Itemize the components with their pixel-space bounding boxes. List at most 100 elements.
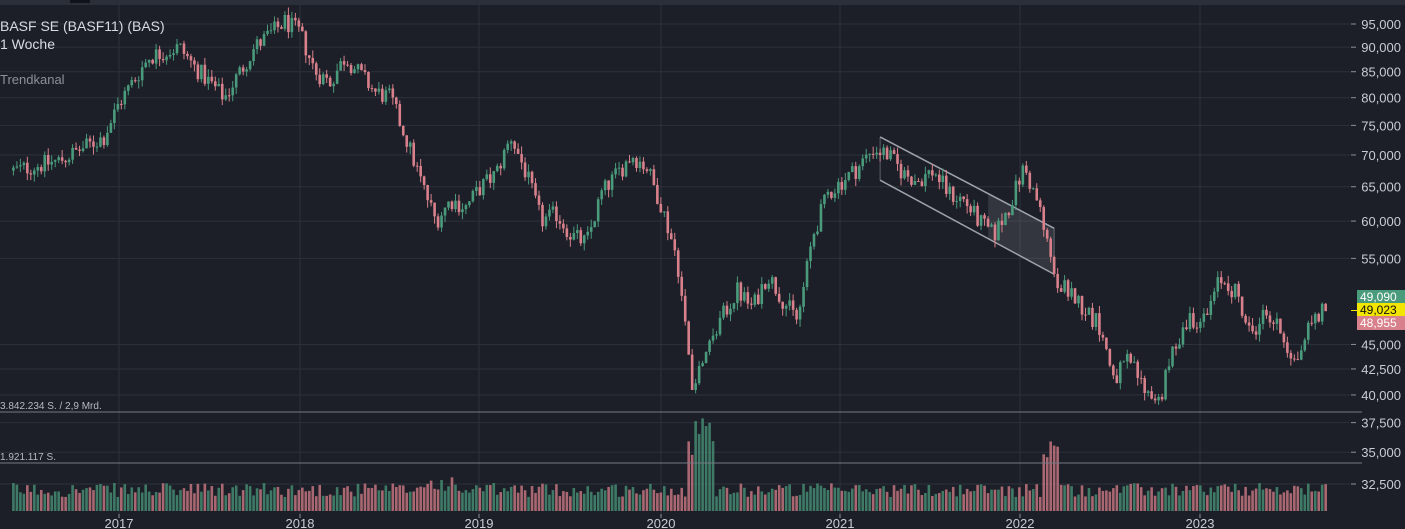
time-axis[interactable]: 2017 2018 2019 2020 2021 2022 2023 xyxy=(105,514,1215,529)
volume-bar xyxy=(1275,487,1279,511)
volume-bar xyxy=(548,494,551,511)
volume-bar xyxy=(753,494,757,511)
candle-body xyxy=(64,160,67,163)
price-axis[interactable]: 95,000 90,000 85,000 80,000 75,000 70,000 65,0… xyxy=(1351,17,1401,492)
volume-bar xyxy=(26,485,29,511)
volume-bar xyxy=(927,485,931,511)
volume-bar xyxy=(137,487,141,511)
candle-body xyxy=(15,166,19,168)
candle-body xyxy=(1282,333,1286,343)
candle-body xyxy=(196,64,200,80)
candle-body xyxy=(781,301,784,309)
volume-bar xyxy=(837,487,840,511)
volume-bar xyxy=(99,483,102,511)
candle-body xyxy=(1265,309,1268,316)
volume-bar xyxy=(603,490,607,511)
volume-bar xyxy=(126,494,130,511)
candle-body xyxy=(938,174,941,183)
volume-bar xyxy=(746,496,750,511)
volume-upper-label: 3.842.234 S. / 2,9 Mrd. xyxy=(0,401,102,412)
top-tab-indicator[interactable] xyxy=(70,0,90,3)
candle-body xyxy=(179,43,182,45)
volume-bar xyxy=(993,489,997,511)
candle-body xyxy=(398,103,402,126)
candle-body xyxy=(924,173,927,187)
volume-bar xyxy=(1282,492,1286,511)
volume-bar xyxy=(29,491,33,511)
volume-bar xyxy=(924,493,927,511)
volume-bar xyxy=(1209,487,1213,511)
candle-body xyxy=(1080,295,1084,315)
volume-bar xyxy=(558,496,562,511)
candle-body xyxy=(1275,318,1279,324)
volume-bar xyxy=(823,487,826,511)
candle-body xyxy=(436,216,440,228)
candle-body xyxy=(997,220,1000,241)
volume-bar xyxy=(140,492,144,511)
volume-bar xyxy=(1216,486,1220,511)
volume-bar xyxy=(1066,484,1070,511)
volume-bar xyxy=(401,485,405,511)
candle-body xyxy=(701,363,704,366)
price-tick-label: 45,000 xyxy=(1361,337,1401,352)
candle-body xyxy=(29,173,33,175)
volume-bar xyxy=(1108,491,1112,511)
volume-bar xyxy=(582,493,586,511)
candle-body xyxy=(1153,398,1157,401)
candle-body xyxy=(1094,313,1098,327)
candle-body xyxy=(857,166,861,179)
volume-bar xyxy=(495,494,499,511)
price-tag-high: 49,090 xyxy=(1357,290,1405,304)
candle-body xyxy=(708,340,711,352)
volume-bar xyxy=(482,491,485,511)
volume-bar xyxy=(906,493,910,511)
indicator-label[interactable]: Trendkanal xyxy=(0,72,65,87)
volume-bar xyxy=(1056,446,1059,511)
volume-bar xyxy=(951,486,955,511)
volume-bar xyxy=(461,492,464,511)
grid-lines xyxy=(0,5,1350,515)
volume-bar xyxy=(492,483,496,511)
volume-bar xyxy=(370,487,374,511)
volume-bar xyxy=(349,491,353,511)
volume-bar xyxy=(750,491,753,511)
volume-bar xyxy=(826,489,830,511)
candle-body xyxy=(1052,256,1056,274)
candle-body xyxy=(1059,288,1063,292)
instrument-title[interactable]: BASF SE (BASF11) (BAS) xyxy=(0,18,165,34)
volume-reference-lines xyxy=(0,411,1362,464)
interval-label[interactable]: 1 Woche xyxy=(0,36,55,52)
volume-bar xyxy=(74,489,78,511)
volume-bar xyxy=(649,483,652,511)
candle-body xyxy=(450,201,454,210)
candle-body xyxy=(443,207,447,216)
volume-bar xyxy=(436,489,440,511)
candle-body xyxy=(374,88,377,92)
volume-bar xyxy=(1251,490,1254,511)
volume-bar xyxy=(283,496,287,511)
volume-bar xyxy=(1230,491,1233,511)
volume-bar xyxy=(15,484,19,511)
candle-body xyxy=(200,64,203,80)
price-tick-label: 65,000 xyxy=(1361,180,1401,195)
volume-bar xyxy=(85,488,88,511)
volume-bar xyxy=(774,489,778,511)
candle-body xyxy=(234,74,238,88)
candle-body xyxy=(12,167,15,171)
candle-body xyxy=(979,215,983,226)
volume-bar xyxy=(1084,496,1087,511)
candle-body xyxy=(370,88,374,90)
candle-body xyxy=(903,170,906,179)
candle-body xyxy=(1286,342,1289,353)
volume-bar xyxy=(892,485,896,511)
volume-bar xyxy=(986,493,990,511)
candle-body xyxy=(774,277,778,294)
candle-body xyxy=(95,146,99,148)
volume-bar xyxy=(339,495,342,511)
volume-bar xyxy=(555,484,558,511)
volume-bar xyxy=(1286,490,1289,511)
candle-body xyxy=(429,200,433,203)
volume-bar xyxy=(586,486,590,511)
candle-body xyxy=(558,221,562,224)
